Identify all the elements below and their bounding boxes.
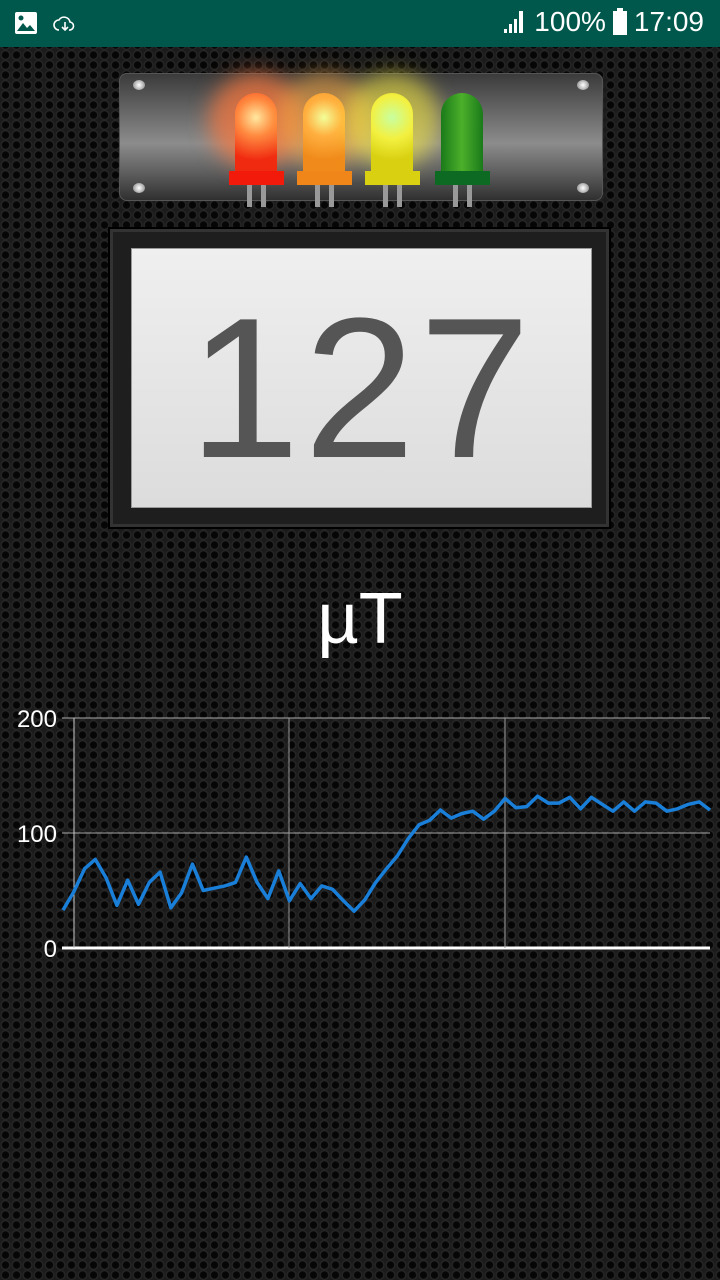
screw-icon [133,80,145,90]
screw-icon [133,183,145,193]
magnetic-field-chart: 0 100 200 [17,706,712,960]
series-line [61,794,712,913]
signal-icon [504,11,524,33]
reading-value: 127 [188,277,535,500]
battery-percent: 100% [534,6,606,37]
screw-icon [577,80,589,90]
y-tick-label: 100 [17,821,57,848]
led-yellow [345,73,440,213]
led-green [435,93,495,213]
reading-display: 127 [110,229,609,527]
cloud-download-icon [53,16,75,32]
status-bar: 100% 17:09 [0,0,720,47]
clock: 17:09 [633,6,704,37]
y-tick-label: 0 [44,936,57,960]
image-icon [15,12,37,34]
led-indicator-panel [119,73,603,207]
battery-icon [612,8,627,35]
reading-unit: µT [317,579,403,659]
screw-icon [577,183,589,193]
y-tick-label: 200 [17,706,57,733]
